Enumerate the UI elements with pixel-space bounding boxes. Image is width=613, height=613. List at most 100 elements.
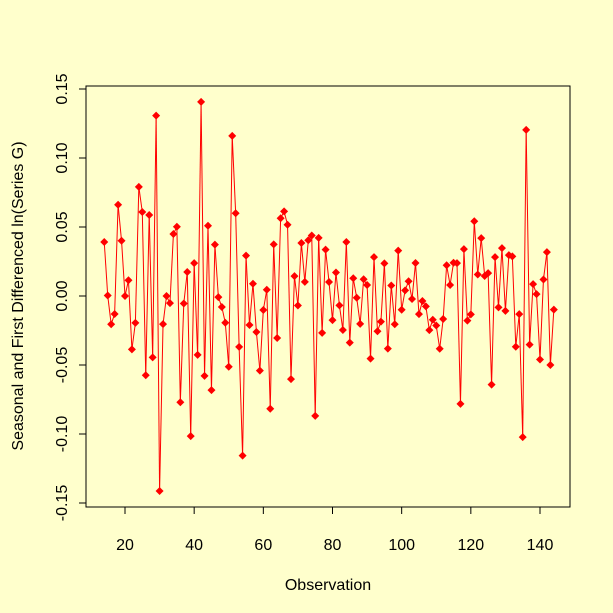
data-point	[536, 355, 544, 364]
series-segment	[186, 271, 192, 437]
series-segment	[370, 257, 375, 359]
data-point	[262, 285, 271, 294]
series-segment	[207, 225, 212, 391]
data-point	[432, 321, 441, 330]
series-segment	[245, 255, 250, 326]
data-point	[273, 333, 282, 342]
data-point	[325, 278, 334, 287]
data-point	[307, 231, 316, 240]
data-point	[387, 281, 396, 290]
data-point	[470, 217, 479, 226]
data-point	[501, 306, 510, 315]
series-segment	[210, 244, 216, 391]
data-point	[363, 280, 372, 289]
data-point	[328, 316, 337, 325]
data-point	[117, 236, 126, 245]
series-segment	[325, 249, 330, 283]
data-point	[494, 303, 503, 312]
series-segment	[366, 284, 372, 359]
data-point	[155, 486, 164, 495]
series-segment	[214, 244, 219, 298]
series-segment	[383, 263, 389, 349]
x-tick-label: 140	[527, 537, 554, 554]
series-segment	[155, 115, 161, 491]
x-axis-label: Observation	[285, 577, 371, 594]
series-segment	[504, 255, 510, 311]
data-point	[159, 320, 168, 329]
series-segment	[159, 324, 164, 492]
data-point	[141, 371, 150, 380]
series-segment	[480, 238, 486, 277]
data-point	[487, 380, 496, 389]
y-tick-label: 0.05	[54, 211, 71, 242]
data-point	[442, 261, 451, 270]
data-point	[287, 375, 295, 384]
series-segment	[411, 262, 416, 300]
x-tick-label: 60	[254, 537, 272, 554]
series-segment	[463, 249, 468, 321]
series-segment	[228, 135, 233, 367]
series-segment	[415, 262, 420, 315]
series-segment	[394, 250, 399, 325]
data-point	[352, 293, 361, 302]
y-tick-label: -0.15	[54, 485, 71, 522]
data-point	[376, 317, 385, 326]
series-segment	[107, 295, 112, 325]
data-point	[435, 344, 444, 353]
series-segment	[397, 250, 403, 310]
data-point	[425, 326, 434, 335]
data-point	[183, 267, 192, 276]
series-markers-group	[100, 97, 558, 495]
series-segment	[152, 115, 157, 358]
series-segment	[390, 285, 396, 325]
series-segment	[293, 276, 299, 306]
series-segment	[522, 129, 527, 438]
series-segment	[276, 218, 282, 338]
series-segment	[491, 257, 496, 385]
data-point	[359, 275, 368, 284]
series-segment	[114, 204, 119, 314]
data-point	[539, 275, 548, 284]
data-point	[210, 240, 219, 249]
series-segment	[511, 256, 517, 347]
data-point	[342, 238, 351, 247]
series-segment	[131, 322, 136, 350]
series-segment	[117, 204, 123, 241]
series-segment	[494, 257, 499, 308]
data-point	[542, 248, 551, 257]
data-point	[266, 404, 275, 413]
data-point	[259, 305, 268, 314]
series-segment	[473, 221, 479, 275]
data-point	[453, 259, 461, 268]
series-segment	[176, 226, 181, 403]
data-point	[338, 325, 347, 334]
series-segment	[318, 237, 323, 333]
data-point	[345, 338, 354, 347]
x-tick-label: 40	[185, 537, 203, 554]
y-tick-label: -0.05	[54, 347, 71, 384]
y-tick-label: 0.15	[54, 73, 71, 104]
series-segment	[456, 263, 461, 404]
data-point	[331, 268, 340, 277]
data-point	[179, 299, 188, 308]
data-point	[318, 328, 327, 337]
data-point	[466, 310, 475, 319]
series-segment	[297, 242, 302, 306]
data-point	[300, 277, 309, 286]
series-segment	[470, 221, 475, 315]
data-point	[280, 207, 289, 216]
y-axis: -0.15 -0.10 -0.05 0.00 0.05 0.10 0.15	[54, 73, 87, 522]
data-point	[148, 353, 157, 362]
data-point	[428, 315, 437, 324]
data-point	[314, 233, 323, 242]
data-point	[497, 244, 506, 253]
x-axis: 20 40 60 80 100 120 140	[116, 506, 554, 554]
data-point	[504, 251, 513, 260]
y-axis-label: Seasonal and First Differenced ln(Series…	[10, 141, 27, 450]
data-point	[522, 125, 531, 134]
data-point	[276, 214, 285, 223]
data-point	[335, 301, 344, 310]
data-point	[121, 292, 129, 300]
